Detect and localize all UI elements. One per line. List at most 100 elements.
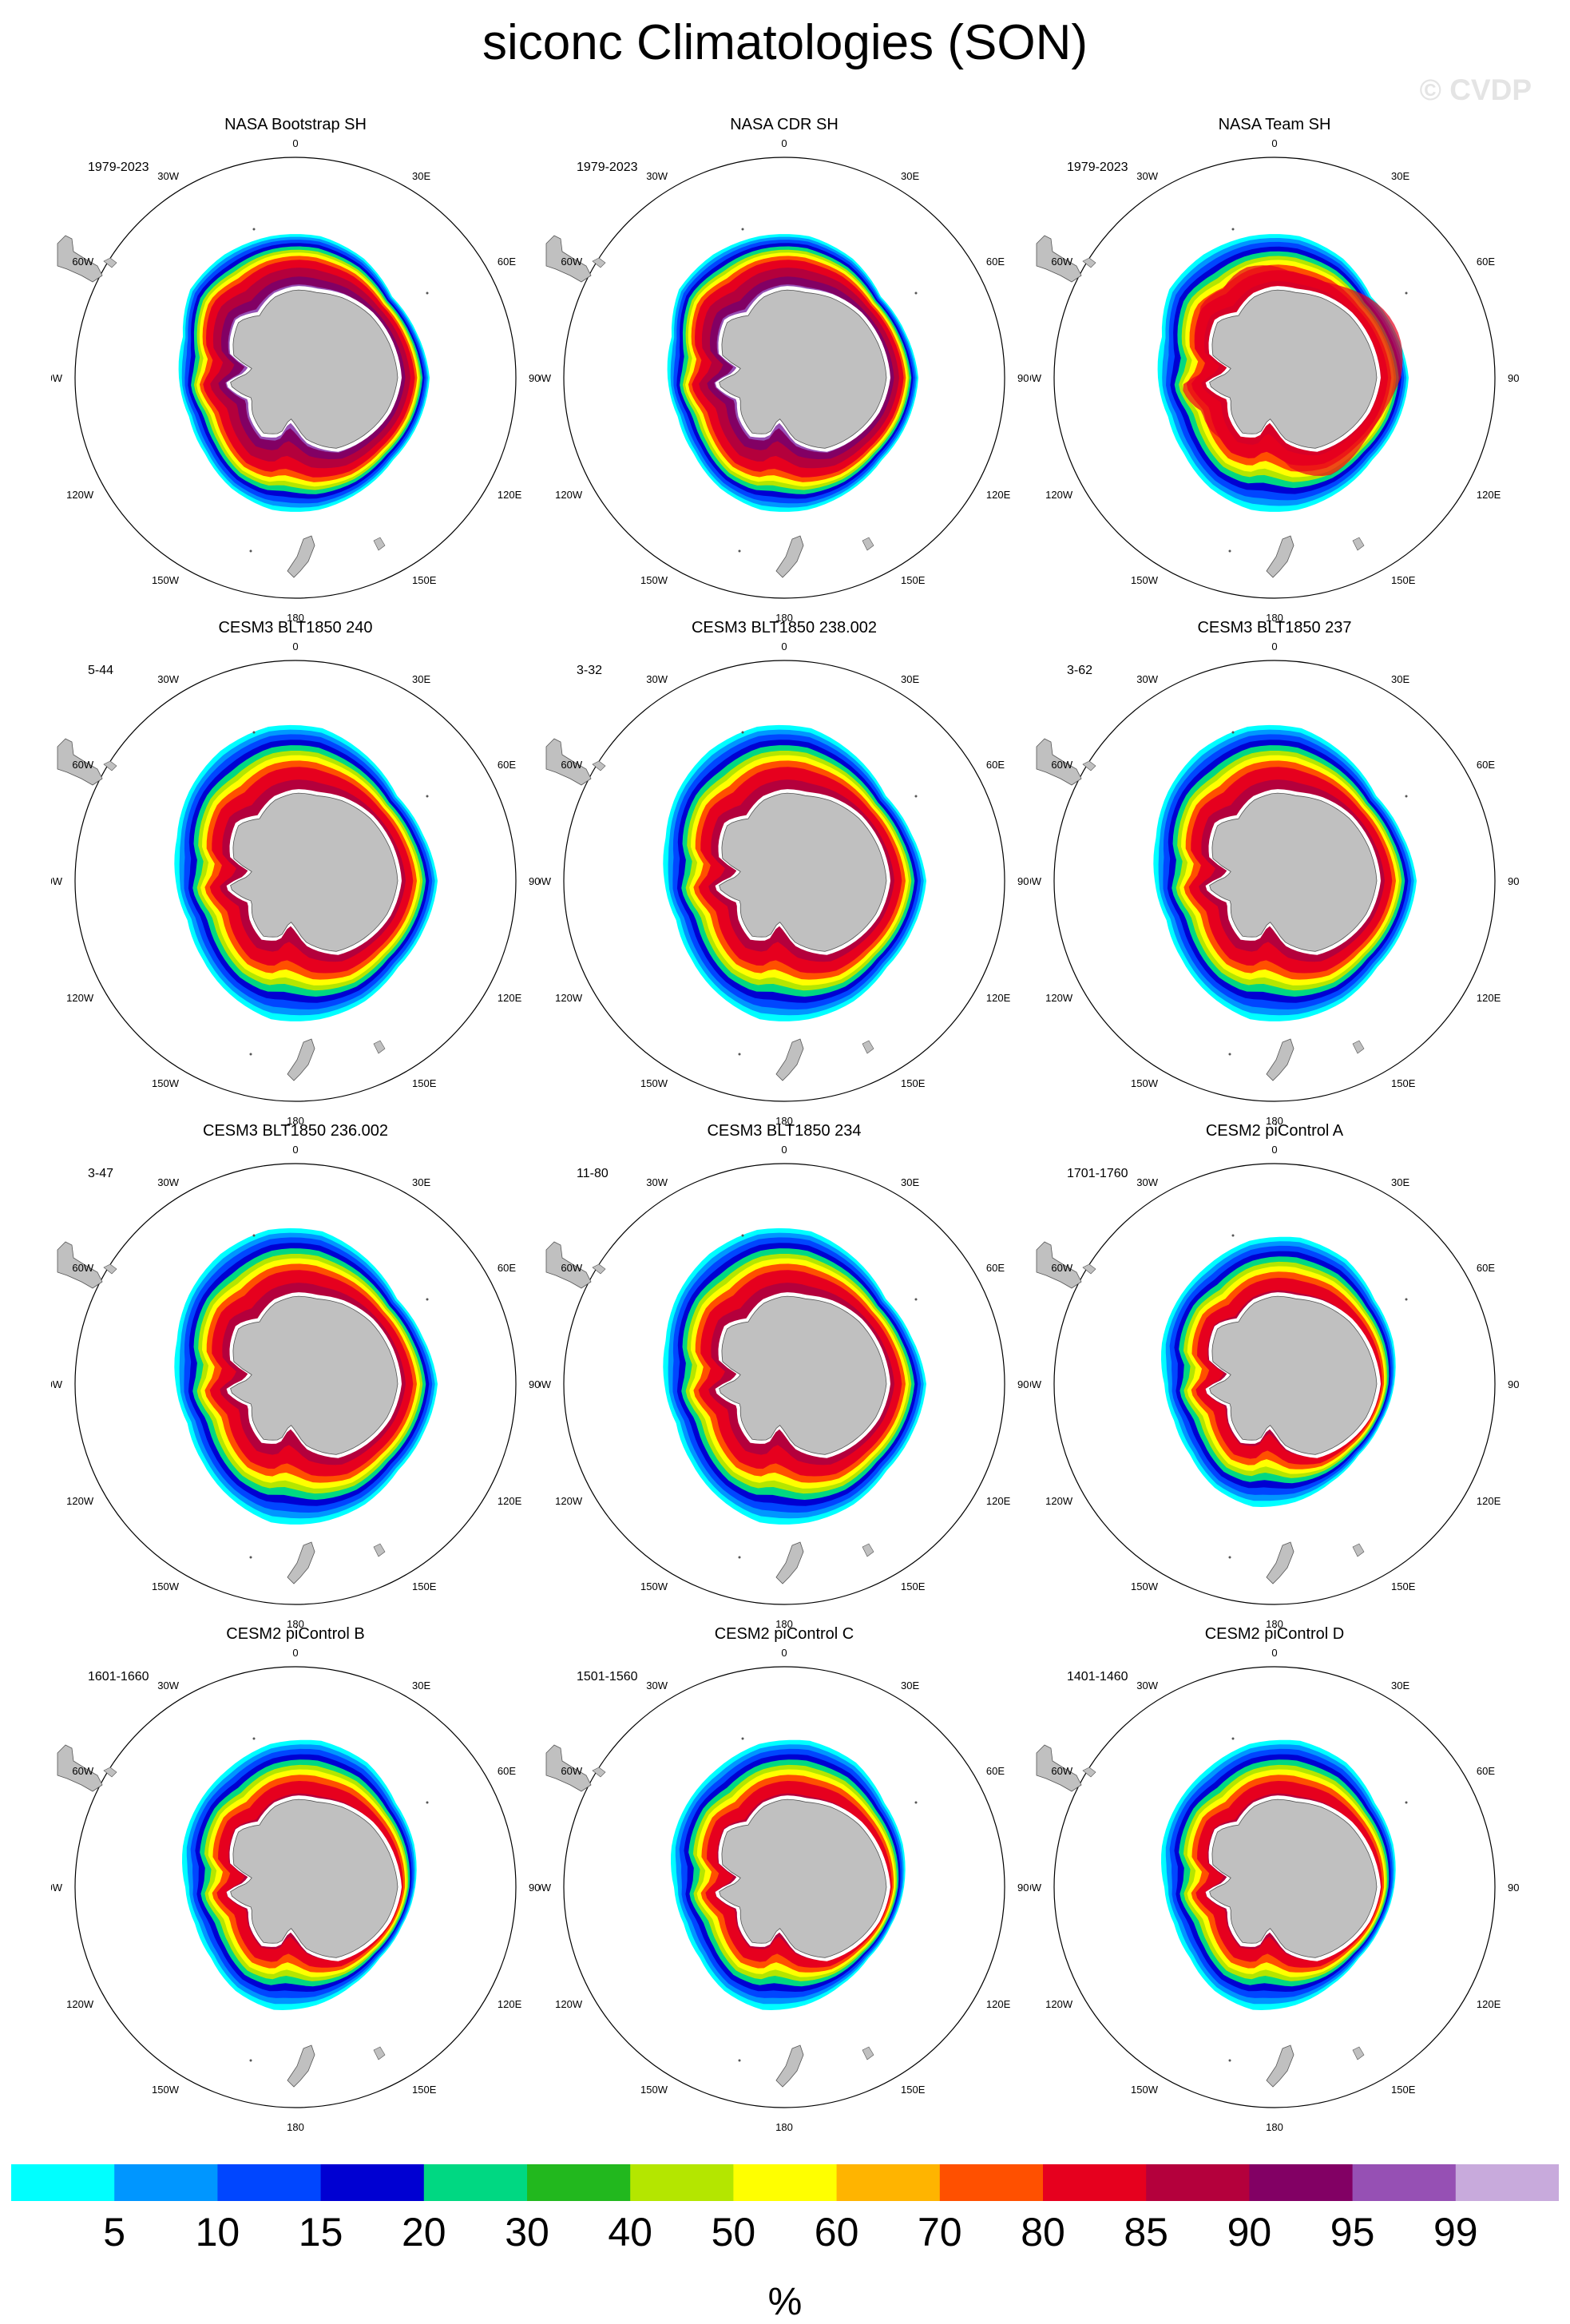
longitude-label: 150W xyxy=(152,2084,180,2096)
longitude-label: 180 xyxy=(1266,1115,1283,1125)
polar-map: 0 30E 60E 90E 120E 150E 180 150W 120W 90W 60W 30W xyxy=(51,1144,540,1628)
polar-map: 0 30E 60E 90E 120E 150E 180 150W 120W 90W 60W 30W xyxy=(540,1144,1029,1628)
tasmania-island xyxy=(373,2046,386,2060)
south-america-landmass xyxy=(1036,1241,1082,1289)
longitude-label: 180 xyxy=(1266,2121,1283,2132)
colorbar-tick-label: 70 xyxy=(918,2210,962,2255)
longitude-label: 90E xyxy=(1017,1882,1029,1894)
longitude-label: 150W xyxy=(1131,2084,1159,2096)
south-america-landmass xyxy=(57,235,103,283)
south-america-landmass xyxy=(1036,235,1082,283)
colorbar-tick-label: 80 xyxy=(1021,2210,1065,2255)
panel-period: 1979-2023 xyxy=(577,161,638,174)
antarctica-landmass xyxy=(230,1799,398,1958)
small-island xyxy=(914,291,918,295)
longitude-label: 150E xyxy=(412,1580,437,1592)
south-america-landmass xyxy=(545,738,592,786)
longitude-label: 0 xyxy=(1271,1647,1277,1659)
longitude-label: 120W xyxy=(66,992,94,1004)
south-america-landmass xyxy=(1036,738,1082,786)
longitude-label: 150E xyxy=(1391,1580,1416,1592)
map-panel: CESM2 piControl A 1701-1760 0 30E 60E 90E 120E… xyxy=(1030,1122,1519,1628)
small-island xyxy=(738,1556,741,1559)
colorbar-box xyxy=(114,2164,218,2201)
colorbar: 5 10 15 20 30 40 50 60 70 80 85 90 95 99 xyxy=(11,2164,1559,2255)
small-island xyxy=(249,1556,252,1559)
longitude-label: 60E xyxy=(1477,1262,1495,1274)
new-zealand-landmass xyxy=(287,2044,315,2088)
figure-title: siconc Climatologies (SON) xyxy=(482,15,1088,70)
longitude-label: 0 xyxy=(292,640,298,652)
colorbar-box xyxy=(320,2164,425,2201)
longitude-label: 120W xyxy=(555,992,583,1004)
panel-title: CESM3 BLT1850 236.002 xyxy=(202,1122,388,1140)
tasmania-island xyxy=(373,1040,386,1054)
panel-period: 1701-1760 xyxy=(1067,1167,1128,1180)
longitude-label: 120E xyxy=(1477,1495,1501,1507)
longitude-label: 30E xyxy=(1391,673,1409,685)
panel-title: CESM3 BLT1850 240 xyxy=(218,619,373,637)
panel-period: 1401-1460 xyxy=(1067,1670,1128,1684)
watermark: © CVDP xyxy=(1419,73,1532,106)
colorbar-tick-label: 10 xyxy=(196,2210,240,2255)
longitude-label: 30E xyxy=(1391,170,1409,182)
falkland-islands xyxy=(592,760,606,771)
small-island xyxy=(249,2059,252,2062)
antarctica-landmass xyxy=(1209,289,1378,449)
small-island xyxy=(914,1801,918,1804)
longitude-label: 0 xyxy=(292,1647,298,1659)
longitude-label: 90W xyxy=(1030,1378,1042,1390)
falkland-islands xyxy=(1082,1263,1096,1275)
longitude-label: 30E xyxy=(412,170,430,182)
antarctica-landmass xyxy=(719,1295,887,1455)
small-island xyxy=(1231,1234,1235,1237)
colorbar-tick-label: 90 xyxy=(1227,2210,1272,2255)
longitude-label: 60E xyxy=(498,759,516,771)
antarctica-landmass xyxy=(230,289,398,449)
colorbar-box xyxy=(733,2164,838,2201)
small-island xyxy=(1231,731,1235,734)
south-america-landmass xyxy=(545,1241,592,1289)
small-island xyxy=(738,2059,741,2062)
longitude-label: 90E xyxy=(1017,875,1029,887)
small-island xyxy=(1228,1556,1231,1559)
longitude-label: 60W xyxy=(561,1765,582,1777)
small-island xyxy=(252,1234,256,1237)
polar-map: 0 30E 60E 90E 120E 150E 180 150W 120W 90W 60W 30W xyxy=(540,1647,1029,2132)
longitude-label: 90W xyxy=(51,875,63,887)
longitude-label: 30W xyxy=(1136,170,1158,182)
longitude-label: 30E xyxy=(901,673,919,685)
panel-title: NASA Team SH xyxy=(1218,116,1331,133)
small-island xyxy=(1231,1737,1235,1740)
panel-title: NASA CDR SH xyxy=(730,116,839,133)
longitude-label: 30E xyxy=(412,1680,430,1691)
panel-period: 11-80 xyxy=(577,1167,609,1180)
tasmania-island xyxy=(373,537,386,551)
longitude-label: 90W xyxy=(1030,875,1042,887)
longitude-label: 30E xyxy=(412,1176,430,1188)
south-america-landmass xyxy=(1036,1744,1082,1792)
antarctica-landmass xyxy=(1209,1799,1378,1958)
colorbar-tick-label: 95 xyxy=(1330,2210,1375,2255)
longitude-label: 0 xyxy=(292,137,298,149)
falkland-islands xyxy=(103,1263,117,1275)
longitude-label: 180 xyxy=(287,1115,304,1125)
longitude-label: 180 xyxy=(287,612,304,622)
longitude-label: 90E xyxy=(1508,1882,1519,1894)
small-island xyxy=(741,228,744,231)
longitude-label: 30W xyxy=(646,1176,668,1188)
colorbar-tick-label: 99 xyxy=(1433,2210,1478,2255)
panel-period: 1501-1560 xyxy=(577,1670,638,1684)
longitude-label: 30E xyxy=(1391,1176,1409,1188)
small-island xyxy=(741,1234,744,1237)
panel-title: CESM2 piControl B xyxy=(226,1625,365,1643)
falkland-islands xyxy=(1082,257,1096,268)
colorbar-box xyxy=(1455,2164,1559,2201)
longitude-label: 150E xyxy=(901,1077,926,1089)
antarctica-landmass xyxy=(719,289,887,449)
antarctica-landmass xyxy=(719,1799,887,1958)
longitude-label: 90E xyxy=(1017,372,1029,384)
south-america-landmass xyxy=(57,738,103,786)
longitude-label: 150W xyxy=(640,2084,668,2096)
small-island xyxy=(252,1737,256,1740)
